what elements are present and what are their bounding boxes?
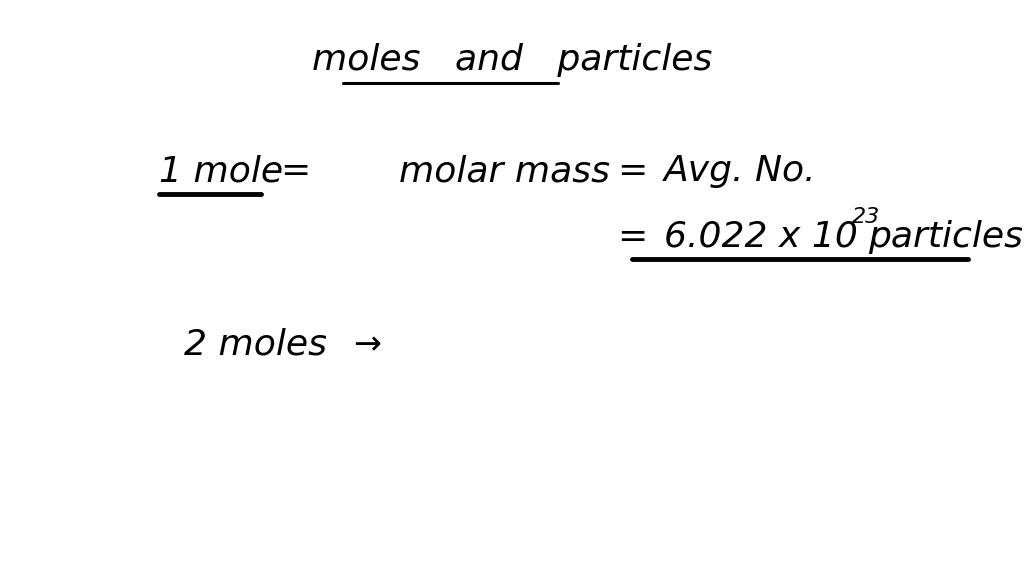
Text: 1 mole: 1 mole bbox=[159, 154, 283, 188]
Text: =: = bbox=[616, 219, 647, 254]
Text: moles   and   particles: moles and particles bbox=[312, 43, 712, 77]
Text: =: = bbox=[616, 154, 647, 188]
Text: Avg. No.: Avg. No. bbox=[664, 154, 816, 188]
Text: 23: 23 bbox=[852, 206, 881, 227]
Text: 2 moles: 2 moles bbox=[184, 328, 328, 362]
Text: →: → bbox=[353, 328, 381, 361]
Text: 6.022 x 10: 6.022 x 10 bbox=[664, 219, 857, 254]
Text: =: = bbox=[280, 154, 310, 188]
Text: molar mass: molar mass bbox=[399, 154, 610, 188]
Text: particles: particles bbox=[868, 219, 1023, 254]
